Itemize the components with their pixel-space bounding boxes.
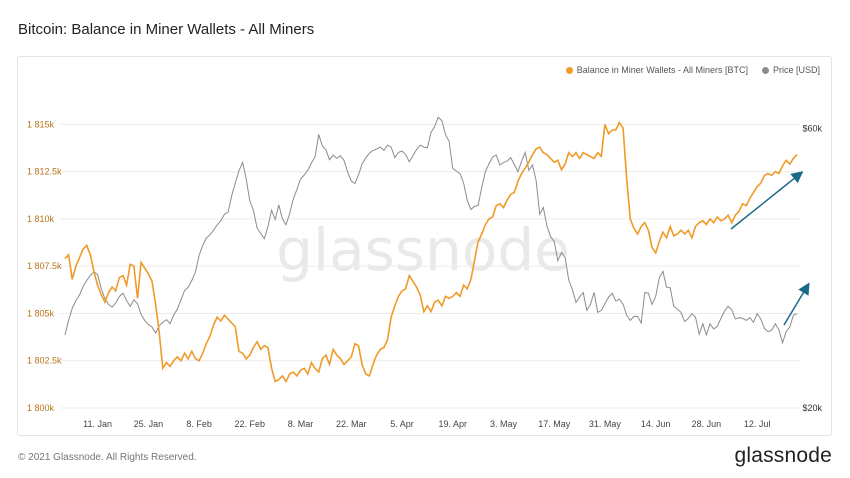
x-tick-label: 31. May [589, 419, 622, 429]
x-tick-label: 12. Jul [744, 419, 771, 429]
glassnode-logo[interactable]: glassnode [734, 444, 832, 467]
left-axis-ticks: 1 800k 1 802.5k 1 805k 1 807.5k 1 810k 1 812.… [27, 119, 62, 413]
x-tick-label: 28. Jun [692, 419, 722, 429]
legend-item-price[interactable]: Price [USD] [761, 65, 820, 75]
right-axis-ticks: $20k $60k [802, 123, 822, 413]
right-tick-label: $60k [802, 123, 822, 133]
x-tick-label: 8. Feb [186, 419, 212, 429]
x-tick-label: 14. Jun [641, 419, 671, 429]
balance-series-line [64, 120, 798, 384]
chart-frame [17, 56, 832, 436]
x-tick-label: 3. May [490, 419, 518, 429]
legend-dot-balance [565, 66, 573, 74]
right-tick-label: $20k [802, 403, 822, 413]
x-tick-label: 8. Mar [288, 419, 314, 429]
price-series-line [64, 116, 798, 345]
x-tick-label: 11. Jan [83, 419, 112, 429]
x-tick-label: 22. Mar [336, 419, 367, 429]
x-tick-label: 22. Feb [235, 419, 266, 429]
legend-dot-price [761, 66, 769, 74]
x-tick-label: 25. Jan [134, 419, 164, 429]
left-tick-label: 1 805k [27, 308, 55, 318]
grid-lines [60, 123, 800, 409]
x-tick-label: 5. Apr [390, 419, 414, 429]
left-tick-label: 1 802.5k [27, 356, 62, 366]
chart-legend: Balance in Miner Wallets - All Miners [B… [565, 65, 820, 75]
page-title: Bitcoin: Balance in Miner Wallets - All … [18, 21, 315, 38]
price-trend-arrow [783, 282, 810, 326]
legend-label-price: Price [USD] [772, 65, 820, 75]
x-tick-label: 19. Apr [438, 419, 467, 429]
legend-item-balance[interactable]: Balance in Miner Wallets - All Miners [B… [565, 65, 748, 75]
left-tick-label: 1 807.5k [27, 261, 62, 271]
copyright-text: © 2021 Glassnode. All Rights Reserved. [18, 452, 197, 463]
left-tick-label: 1 810k [27, 214, 55, 224]
watermark-text: glassnode [276, 216, 570, 284]
trend-arrows [730, 171, 810, 326]
balance-trend-arrow [730, 171, 804, 230]
left-tick-label: 1 800k [27, 403, 55, 413]
left-tick-label: 1 815k [27, 119, 55, 129]
legend-label-balance: Balance in Miner Wallets - All Miners [B… [576, 65, 748, 75]
left-tick-label: 1 812.5k [27, 167, 62, 177]
x-tick-label: 17. May [538, 419, 571, 429]
x-axis-ticks: 11. Jan 25. Jan 8. Feb 22. Feb 8. Mar 22. Mar… [83, 419, 770, 429]
